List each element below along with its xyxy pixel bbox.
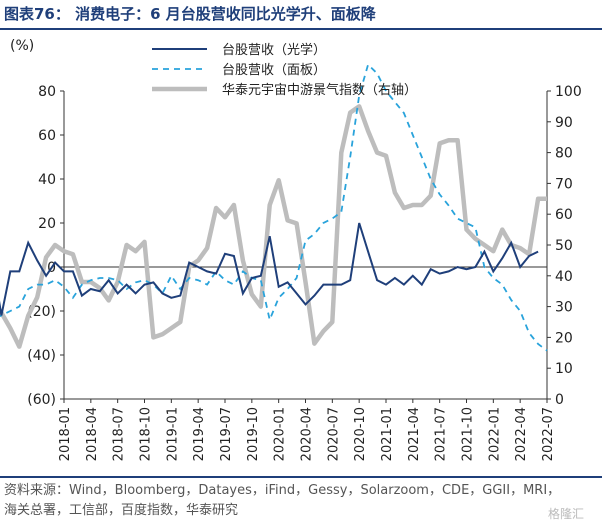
series-line-thick [0,104,547,349]
x-tick-label: 2022-04 [514,407,529,461]
x-tick-label: 2019-04 [192,407,207,461]
legend-label: 台股营收（面板） [222,63,326,78]
figure-title-bar: 图表76： 消费电子：6 月台股营收同比光学升、面板降 [0,0,602,30]
x-tick-label: 2019-07 [219,407,234,461]
x-tick-label: 2022-07 [541,407,556,461]
x-tick-label: 2021-10 [461,407,476,461]
left-tick-label: 20 [38,216,56,232]
legend-label: 华泰元宇宙中游景气指数（右轴） [222,82,417,98]
legend-label: 台股营收（光学） [222,42,326,58]
x-tick-label: 2018-07 [112,407,127,461]
right-tick-label: 70 [555,176,573,192]
right-tick-label: 100 [555,84,582,100]
right-tick-label: 0 [555,392,564,408]
x-tick-label: 2019-01 [165,407,180,461]
left-tick-label: 60 [38,128,56,144]
x-tick-label: 2021-01 [380,407,395,461]
x-tick-label: 2018-04 [85,407,100,461]
right-tick-label: 50 [555,238,573,254]
source-divider [0,476,602,478]
chart-axes: 806040200(20)(40)(60)(%)1009080706050403… [10,38,582,461]
right-tick-label: 20 [555,330,573,346]
x-tick-label: 2020-07 [326,407,341,461]
right-tick-label: 40 [555,269,573,285]
x-tick-label: 2020-04 [300,407,315,461]
x-tick-label: 2019-10 [246,407,261,461]
chart: 806040200(20)(40)(60)(%)1009080706050403… [0,38,582,461]
x-tick-label: 2020-01 [273,407,288,461]
source-note: 资料来源：Wind，Bloomberg，Datayes，iFind，Gessy，… [4,483,561,518]
right-tick-label: 10 [555,361,573,377]
left-axis-unit: (%) [10,38,34,54]
watermark: 格隆汇 [548,507,585,521]
x-tick-label: 2021-07 [434,407,449,461]
left-tick-label: 80 [38,84,56,100]
left-tick-label: (40) [27,348,56,364]
figure-title: 图表76： 消费电子：6 月台股营收同比光学升、面板降 [4,5,376,23]
right-tick-label: 90 [555,115,573,131]
x-tick-label: 2021-04 [407,407,422,461]
x-tick-label: 2022-01 [487,407,502,461]
x-tick-label: 2018-01 [58,407,73,461]
right-tick-label: 60 [555,207,573,223]
left-tick-label: (60) [27,392,56,408]
series-line-solid [0,222,539,316]
x-tick-label: 2020-10 [353,407,368,461]
right-tick-label: 80 [555,146,573,162]
left-tick-label: 40 [38,172,56,188]
x-tick-label: 2018-10 [139,407,154,461]
plot-area [0,62,548,352]
legend: 台股营收（光学） 台股营收（面板） 华泰元宇宙中游景气指数（右轴） [152,42,417,98]
right-tick-label: 30 [555,300,573,316]
